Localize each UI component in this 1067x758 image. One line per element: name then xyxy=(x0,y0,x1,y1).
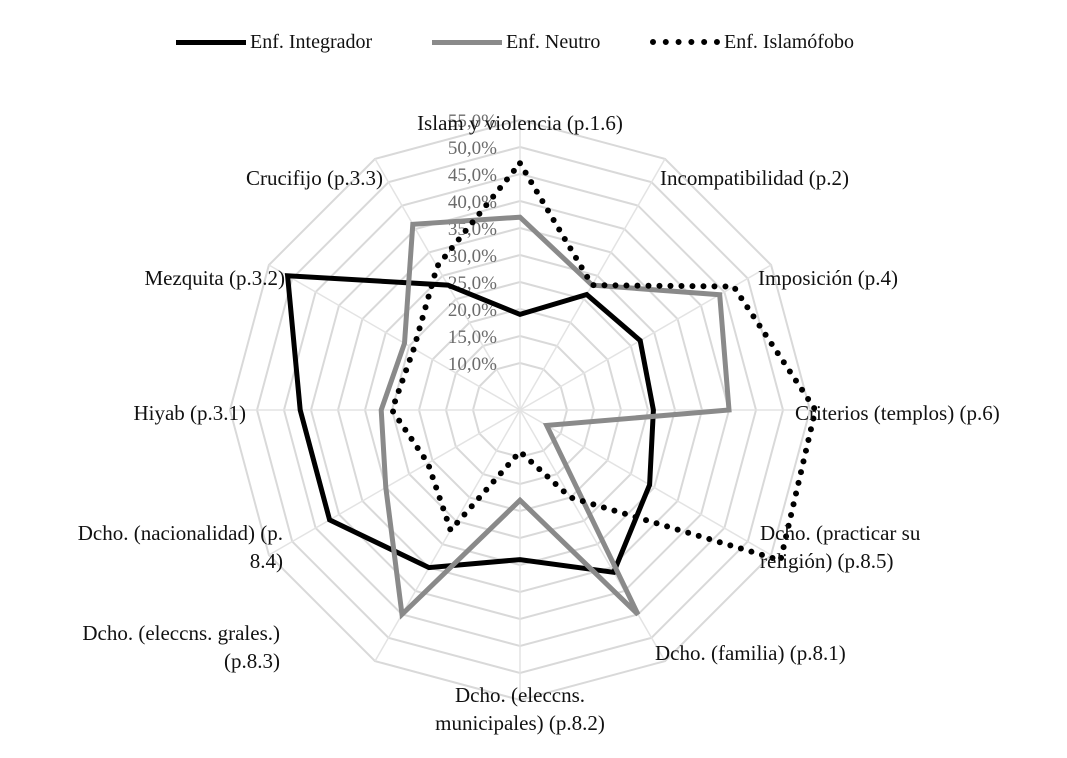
tick-label: 25,0% xyxy=(448,273,497,294)
axis-label: Islam y violencia (p.1.6) xyxy=(417,111,623,135)
grid-spoke xyxy=(519,409,666,662)
axis-label-line: Islam y violencia (p.1.6) xyxy=(417,111,623,135)
axis-label-line: Dcho. (familia) (p.8.1) xyxy=(655,641,846,665)
axis-label-line: Imposición (p.4) xyxy=(758,266,898,290)
axis-label: Crucifijo (p.3.3) xyxy=(246,166,383,190)
axis-label-line: (p.8.3) xyxy=(224,649,280,673)
grid-spoke xyxy=(268,264,521,411)
tick-label: 50,0% xyxy=(448,138,497,159)
axis-label-line: Dcho. (eleccns. grales.) xyxy=(82,621,280,645)
series-line-0 xyxy=(284,273,656,576)
legend-label-neutro: Enf. Neutro xyxy=(506,30,601,53)
axis-label: Mezquita (p.3.2) xyxy=(144,266,285,290)
series-line-1 xyxy=(378,214,732,620)
axis-label-line: Criterios (templos) (p.6) xyxy=(795,401,1000,425)
tick-label: 10,0% xyxy=(448,354,497,375)
axis-label: Imposición (p.4) xyxy=(758,266,898,290)
grid-spoke xyxy=(268,409,521,556)
axis-label-line: religión) (p.8.5) xyxy=(760,549,894,573)
tick-label: 15,0% xyxy=(448,327,497,348)
axis-label: Dcho. (eleccns. municipales) (p.8.2) xyxy=(435,683,605,735)
axis-label-line: 8.4) xyxy=(250,549,283,573)
legend-item-neutro: Enf. Neutro xyxy=(432,22,600,62)
legend-swatch-neutro xyxy=(432,39,502,45)
radar-tick-labels: 10,0% 15,0% 20,0% 25,0% 30,0% 35,0% 40,0% 45,0%… xyxy=(448,111,497,375)
axis-label: Hiyab (p.3.1) xyxy=(133,401,246,425)
axis-label: Dcho. (nacionalidad) (p. 8.4) xyxy=(78,521,283,573)
legend-label-integrador: Enf. Integrador xyxy=(250,30,373,53)
radar-axis-labels: Islam y violencia (p.1.6) Incompatibilida… xyxy=(78,111,1000,735)
series-line-2 xyxy=(388,157,819,565)
axis-label-line: Dcho. (eleccns. xyxy=(455,683,585,707)
tick-label: 20,0% xyxy=(448,300,497,321)
tick-label: 40,0% xyxy=(448,192,497,213)
axis-label-line: Mezquita (p.3.2) xyxy=(144,266,285,290)
tick-label: 45,0% xyxy=(448,165,497,186)
grid-spoke xyxy=(519,409,772,556)
axis-label-line: municipales) (p.8.2) xyxy=(435,711,605,735)
legend: Enf. Integrador Enf. Neutro Enf. Islamóf… xyxy=(0,22,1067,62)
axis-label-line: Hiyab (p.3.1) xyxy=(133,401,246,425)
grid-spoke xyxy=(519,264,772,411)
axis-label: Dcho. (eleccns. grales.) (p.8.3) xyxy=(82,621,280,673)
axis-label-line: Dcho. (practicar su xyxy=(760,521,921,545)
axis-label: Criterios (templos) (p.6) xyxy=(795,401,1000,425)
grid-spoke xyxy=(374,409,521,662)
axis-label: Dcho. (familia) (p.8.1) xyxy=(655,641,846,665)
axis-label-line: Incompatibilidad (p.2) xyxy=(660,166,849,190)
legend-swatch-islamofobo xyxy=(650,39,720,45)
legend-swatch-integrador xyxy=(176,39,246,45)
legend-item-integrador: Enf. Integrador xyxy=(176,22,372,62)
axis-label-line: Crucifijo (p.3.3) xyxy=(246,166,383,190)
tick-label: 30,0% xyxy=(448,246,497,267)
axis-label: Dcho. (practicar su religión) (p.8.5) xyxy=(760,521,921,573)
radar-series xyxy=(284,157,819,620)
legend-item-islamofobo: Enf. Islamófobo xyxy=(650,22,854,62)
tick-label: 35,0% xyxy=(448,219,497,240)
axis-label: Incompatibilidad (p.2) xyxy=(660,166,849,190)
tick-label: 55,0% xyxy=(448,111,497,132)
legend-label-islamofobo: Enf. Islamófobo xyxy=(724,30,854,53)
axis-label-line: Dcho. (nacionalidad) (p. xyxy=(78,521,283,545)
